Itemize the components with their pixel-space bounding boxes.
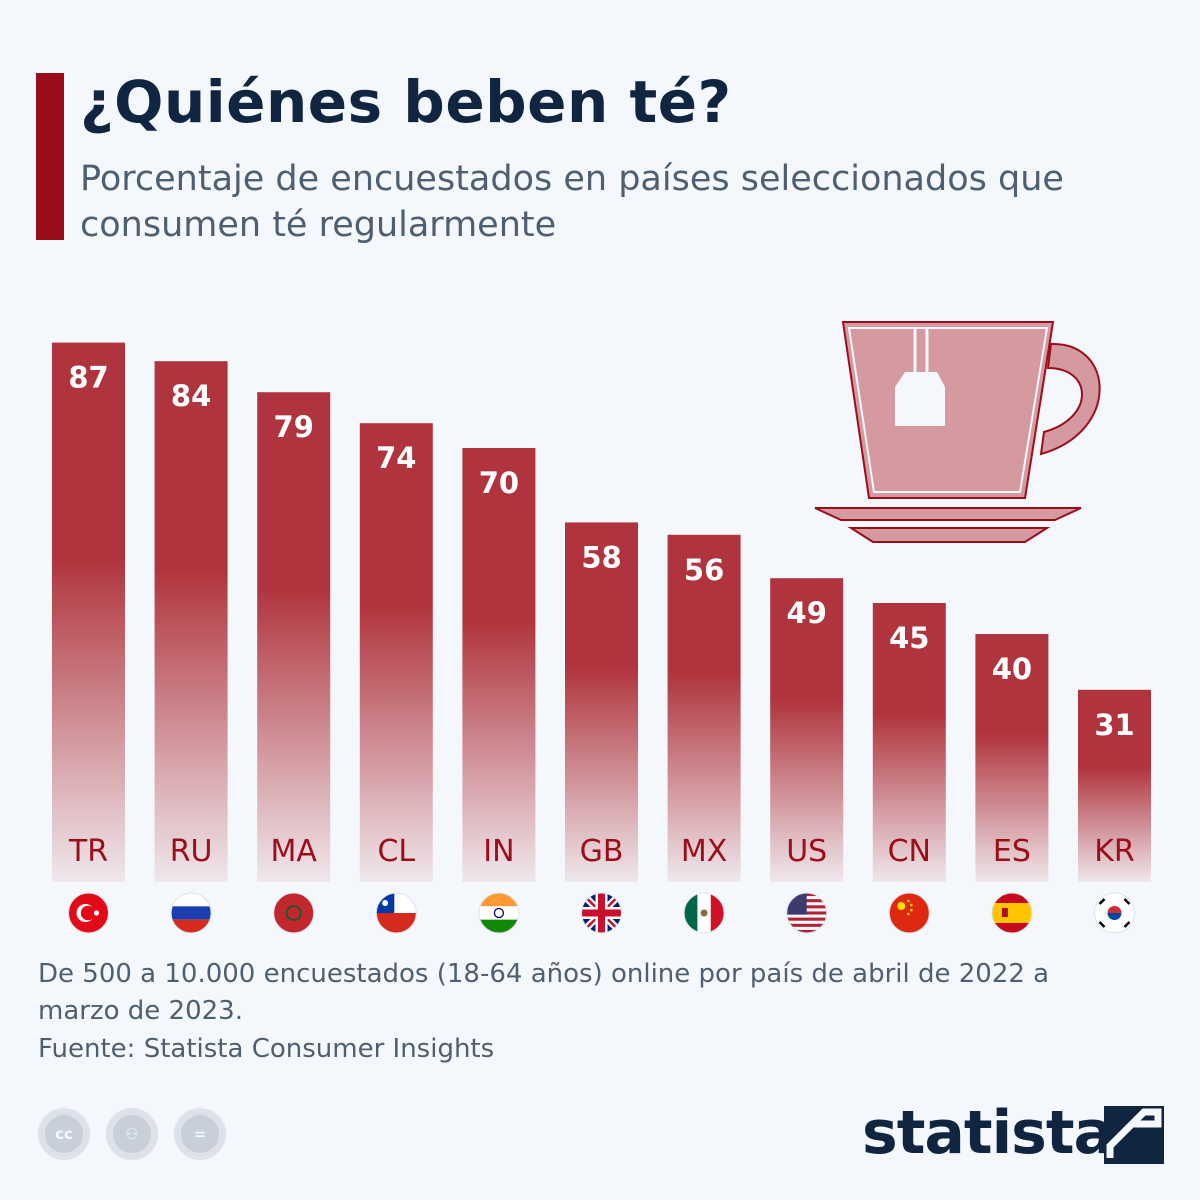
statista-logo-icon bbox=[1104, 1106, 1164, 1164]
value-label-ma: 79 bbox=[274, 410, 314, 444]
spain-flag-icon bbox=[991, 892, 1033, 934]
bar-us bbox=[770, 578, 844, 882]
value-label-cn: 45 bbox=[889, 621, 929, 655]
bar-cl bbox=[359, 423, 433, 882]
category-label-tr: TR bbox=[68, 834, 108, 869]
category-label-in: IN bbox=[483, 834, 514, 869]
value-label-gb: 58 bbox=[581, 540, 621, 574]
category-label-ma: MA bbox=[270, 834, 317, 869]
turkey-flag-icon bbox=[68, 892, 109, 934]
source-text: Fuente: Statista Consumer Insights bbox=[38, 1034, 495, 1064]
value-label-kr: 31 bbox=[1094, 708, 1134, 742]
bar-mx bbox=[667, 534, 741, 882]
bar-cn bbox=[872, 603, 946, 882]
bar-in bbox=[462, 448, 536, 882]
flags-layer bbox=[68, 892, 1135, 934]
attribution-icon[interactable]: ⚇ bbox=[106, 1108, 158, 1160]
india-flag-icon bbox=[478, 892, 520, 934]
bar-es bbox=[975, 634, 1049, 882]
category-label-ru: RU bbox=[170, 834, 213, 869]
no-derivatives-icon[interactable]: = bbox=[174, 1108, 226, 1160]
statista-logo-text: statista bbox=[862, 1098, 1114, 1168]
chile-flag-icon bbox=[375, 892, 417, 934]
category-label-kr: KR bbox=[1094, 834, 1135, 869]
value-label-us: 49 bbox=[787, 596, 827, 630]
uk-flag-icon bbox=[581, 892, 622, 934]
bar-ru bbox=[154, 361, 228, 882]
bars-layer: 87 TR 84 RU 79 MA 74 CL 70 IN 58 GB 56 MX 49 US 45 CN 40 ES… bbox=[52, 342, 1151, 883]
south-korea-flag-icon bbox=[1094, 892, 1135, 934]
survey-note: De 500 a 10.000 encuestados (18-64 años)… bbox=[38, 959, 1050, 1026]
value-label-es: 40 bbox=[992, 652, 1032, 686]
bar-tr bbox=[52, 342, 125, 883]
title-accent-bar bbox=[36, 73, 64, 240]
value-label-mx: 56 bbox=[684, 553, 724, 587]
usa-flag-icon bbox=[786, 892, 828, 934]
bar-kr bbox=[1078, 689, 1151, 882]
morocco-flag-icon bbox=[273, 892, 315, 934]
category-label-es: ES bbox=[993, 834, 1031, 869]
value-label-in: 70 bbox=[479, 466, 519, 500]
category-label-cl: CL bbox=[377, 834, 415, 869]
category-label-gb: GB bbox=[580, 834, 624, 869]
bar-ma bbox=[257, 392, 331, 882]
page-title: ¿Quiénes beben té? bbox=[80, 68, 732, 136]
bar-gb bbox=[565, 522, 638, 882]
bar-chart: 87 TR 84 RU 79 MA 74 CL 70 IN 58 GB 56 MX 49 US 45 CN 40 ES… bbox=[52, 321, 1151, 934]
value-label-ru: 84 bbox=[171, 379, 211, 413]
license-icons: cc ⚇ = bbox=[38, 1108, 226, 1160]
category-label-mx: MX bbox=[681, 834, 727, 869]
cc-icon[interactable]: cc bbox=[38, 1108, 90, 1160]
value-label-cl: 74 bbox=[376, 441, 416, 475]
russia-flag-icon bbox=[170, 892, 212, 934]
value-label-tr: 87 bbox=[68, 361, 108, 395]
category-label-cn: CN bbox=[888, 834, 931, 869]
mexico-flag-icon bbox=[683, 892, 725, 934]
teacup-icon bbox=[814, 321, 1101, 543]
category-label-us: US bbox=[786, 834, 827, 869]
china-flag-icon bbox=[888, 892, 930, 934]
page-subtitle: Porcentaje de encuestados en países sele… bbox=[80, 159, 1064, 245]
